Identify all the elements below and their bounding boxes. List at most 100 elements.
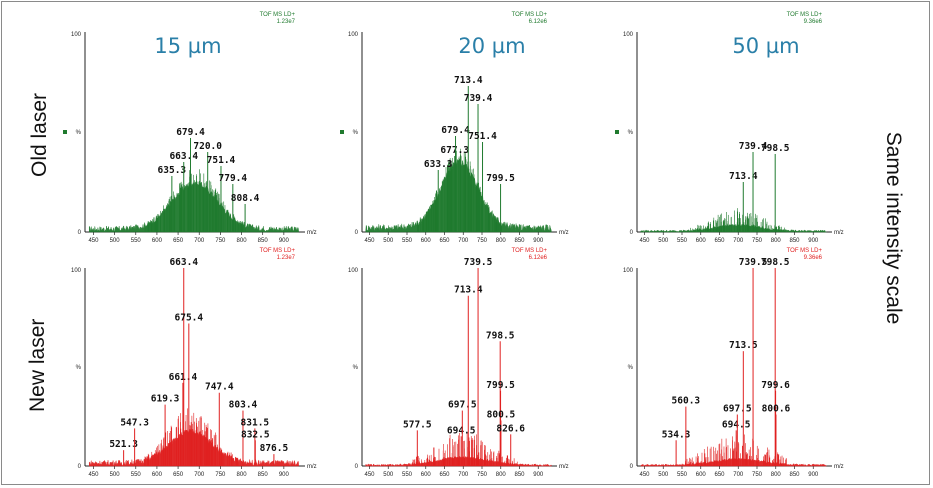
x-tick-label: 750 bbox=[477, 238, 488, 244]
x-tick-label: 900 bbox=[533, 238, 544, 244]
x-tick-label: 600 bbox=[152, 238, 163, 244]
spectrum-envelope bbox=[88, 180, 299, 233]
peak-label: 798.5 bbox=[761, 143, 790, 154]
peak-label: 720.0 bbox=[193, 141, 222, 152]
row-label-new-laser: New laser bbox=[26, 318, 49, 412]
y-tick-label-top: 100 bbox=[71, 268, 82, 274]
intensity-scale-label: 1.23e7 bbox=[277, 19, 296, 25]
intensity-scale-label: 9.36e6 bbox=[804, 255, 823, 261]
peak-label: 713.4 bbox=[454, 75, 483, 86]
y-tick-label-bottom: 0 bbox=[78, 464, 82, 470]
x-axis-label: m/z bbox=[559, 464, 569, 470]
y-tick-label-bottom: 0 bbox=[630, 464, 634, 470]
peak-label: 799.5 bbox=[486, 380, 515, 391]
x-tick-label: 900 bbox=[279, 472, 290, 478]
x-tick-label: 550 bbox=[677, 238, 688, 244]
x-tick-label: 850 bbox=[789, 238, 800, 244]
y-tick-label-mid: % bbox=[353, 365, 359, 371]
x-tick-label: 500 bbox=[383, 472, 394, 478]
x-tick-label: 550 bbox=[402, 472, 413, 478]
x-tick-label: 700 bbox=[458, 472, 469, 478]
x-tick-label: 450 bbox=[88, 238, 99, 244]
x-tick-label: 850 bbox=[258, 472, 269, 478]
peak-label: 713.5 bbox=[729, 340, 758, 351]
instrument-label: TOF MS LD+ bbox=[512, 248, 548, 254]
x-tick-label: 800 bbox=[237, 472, 248, 478]
intensity-scale-label: 6.12e6 bbox=[529, 19, 548, 25]
column-title-50um: 50 µm bbox=[732, 34, 800, 58]
peak-label: 679.4 bbox=[441, 125, 470, 136]
x-tick-label: 900 bbox=[533, 472, 544, 478]
x-tick-label: 700 bbox=[458, 238, 469, 244]
x-tick-label: 900 bbox=[808, 238, 819, 244]
y-tick-label-bottom: 0 bbox=[355, 464, 359, 470]
y-tick-label-mid: % bbox=[76, 365, 82, 371]
x-tick-label: 600 bbox=[152, 472, 163, 478]
peak-label: 663.4 bbox=[169, 257, 198, 268]
x-tick-label: 550 bbox=[131, 472, 142, 478]
x-tick-label: 600 bbox=[696, 472, 707, 478]
x-tick-label: 750 bbox=[215, 472, 226, 478]
y-tick-label-top: 100 bbox=[623, 32, 634, 38]
peak-label: 679.4 bbox=[176, 127, 205, 138]
peak-label: 663.4 bbox=[169, 151, 198, 162]
x-tick-label: 800 bbox=[771, 472, 782, 478]
peak-label: 799.6 bbox=[761, 380, 790, 391]
peak-label: 547.3 bbox=[120, 417, 149, 428]
peak-label: 677.3 bbox=[440, 145, 469, 156]
peak-label: 803.4 bbox=[229, 400, 258, 411]
column-title-20um: 20 µm bbox=[458, 34, 526, 58]
peak-label: 798.5 bbox=[761, 257, 790, 268]
y-tick-label-mid: % bbox=[628, 365, 634, 371]
x-tick-label: 800 bbox=[237, 238, 248, 244]
y-tick-label-mid: % bbox=[76, 130, 82, 136]
x-tick-label: 700 bbox=[194, 238, 205, 244]
peak-label: 675.4 bbox=[175, 312, 204, 323]
x-tick-label: 900 bbox=[279, 238, 290, 244]
x-tick-label: 500 bbox=[110, 472, 121, 478]
x-tick-label: 700 bbox=[194, 472, 205, 478]
peak-label: 713.4 bbox=[729, 171, 758, 182]
instrument-label: TOF MS LD+ bbox=[787, 248, 823, 254]
y-tick-label-mid: % bbox=[353, 130, 359, 136]
spectrum-panel-new-20: 100% 0 450 500 550 600 650 700 750 800 850 900 m/z TO… bbox=[348, 248, 569, 478]
peak-label: 635.3 bbox=[158, 165, 187, 176]
peak-label: 694.5 bbox=[722, 419, 751, 430]
x-axis-label: m/z bbox=[834, 230, 844, 236]
x-tick-label: 450 bbox=[364, 472, 375, 478]
peak-label: 779.4 bbox=[219, 173, 248, 184]
column-title-15um: 15 µm bbox=[154, 34, 222, 58]
spectrum-envelope bbox=[640, 223, 827, 233]
peak-label: 751.4 bbox=[468, 131, 497, 142]
x-tick-label: 850 bbox=[514, 238, 525, 244]
peak-label: 799.5 bbox=[486, 173, 515, 184]
instrument-label: TOF MS LD+ bbox=[260, 12, 296, 18]
y-tick-label-top: 100 bbox=[348, 32, 359, 38]
x-tick-label: 500 bbox=[658, 472, 669, 478]
y-tick-label-top: 100 bbox=[623, 268, 634, 274]
peak-label: 560.3 bbox=[672, 396, 701, 407]
x-tick-label: 900 bbox=[808, 472, 819, 478]
y-tick-label-top: 100 bbox=[348, 268, 359, 274]
x-tick-label: 500 bbox=[110, 238, 121, 244]
peak-label: 798.5 bbox=[486, 330, 515, 341]
x-axis-label: m/z bbox=[834, 464, 844, 470]
peak-label: 826.6 bbox=[496, 423, 525, 434]
x-tick-label: 850 bbox=[514, 472, 525, 478]
y-tick-label-bottom: 0 bbox=[78, 230, 82, 236]
intensity-scale-label: 1.23e7 bbox=[277, 255, 296, 261]
x-tick-label: 650 bbox=[714, 472, 725, 478]
spectrum-panel-old-50: 100% 0 450 500 550 600 650 700 750 800 850 900 m/z TO… bbox=[615, 12, 844, 244]
x-tick-label: 750 bbox=[752, 472, 763, 478]
peak-label: 577.5 bbox=[403, 419, 432, 430]
x-tick-label: 750 bbox=[477, 472, 488, 478]
x-tick-label: 650 bbox=[439, 238, 450, 244]
x-tick-label: 650 bbox=[173, 238, 184, 244]
x-tick-label: 450 bbox=[639, 472, 650, 478]
y-tick-label-bottom: 0 bbox=[355, 230, 359, 236]
peak-label: 800.5 bbox=[487, 409, 516, 420]
peak-label: 832.5 bbox=[241, 429, 270, 440]
row-label-old-laser: Old laser bbox=[28, 92, 51, 177]
